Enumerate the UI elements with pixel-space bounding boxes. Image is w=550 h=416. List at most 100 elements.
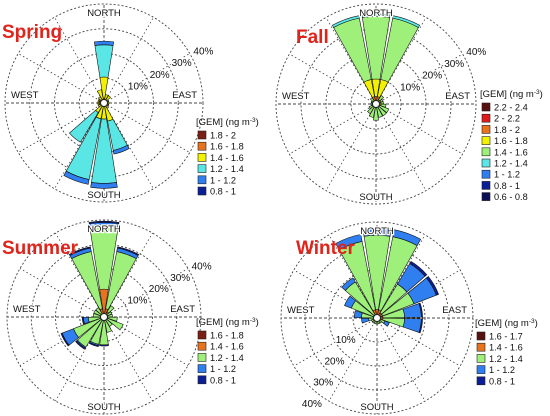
center-hub: [100, 99, 108, 107]
legend-label: 1 - 1.2: [494, 170, 520, 180]
panel-title: Winter: [296, 238, 356, 259]
direction-label-north: NORTH: [87, 224, 121, 235]
grid-spoke: [54, 17, 105, 104]
legend-swatch: [197, 341, 207, 351]
grid-circle: [78, 77, 130, 129]
petal-segment: [380, 101, 384, 105]
legend-label: 0.8 - 1: [210, 375, 236, 385]
direction-label-west: WEST: [287, 305, 315, 316]
radial-tick-label: 20%: [150, 70, 170, 81]
radial-tick-label: 40%: [192, 262, 212, 273]
petal-segment: [402, 318, 422, 333]
petal-segment: [88, 342, 99, 348]
legend-label: 2 - 2.2: [494, 114, 520, 124]
legend-label: 1.2 - 1.4: [494, 159, 528, 169]
legend-unit: [GEM] (ng m-3): [475, 318, 538, 329]
grid-spoke: [375, 103, 427, 191]
legend-unit-close: ): [535, 318, 538, 329]
legend-swatch: [481, 181, 491, 190]
legend-unit-power: -3: [534, 89, 540, 96]
direction-label-north: NORTH: [360, 226, 394, 237]
legend-unit-close: ): [540, 89, 543, 100]
legend-label: 0.8 - 1: [489, 376, 515, 386]
radial-tick-label: 40%: [193, 47, 213, 58]
petal-segment: [60, 332, 70, 347]
radial-tick-label: 30%: [170, 273, 190, 284]
legend-swatch: [197, 175, 207, 185]
petal-segment: [68, 246, 91, 256]
legend-unit: [GEM] (ng m-3): [196, 317, 259, 328]
grid-spoke: [18, 102, 105, 153]
legend-label: 1.6 - 1.8: [210, 142, 244, 152]
legend-swatch: [197, 364, 207, 373]
petal-segment: [81, 317, 85, 325]
radial-tick-label: 10%: [336, 335, 356, 346]
petal-segment: [75, 340, 86, 350]
legend-unit-close: ): [256, 317, 259, 328]
direction-label-north: NORTH: [359, 8, 393, 19]
legend-swatch: [476, 365, 486, 374]
legend: [GEM] (ng m-3) 2.2 - 2.42 - 2.21.8 - 21.6…: [480, 89, 543, 202]
panel-title: Summer: [2, 238, 79, 259]
legend-label: 1.6 - 1.7: [489, 332, 523, 342]
legend-label: 1.8 - 2: [210, 131, 236, 141]
legend-swatch: [481, 158, 491, 168]
legend-swatch: [197, 141, 207, 151]
legend-label: 1.4 - 1.6: [210, 342, 244, 352]
legend-swatch: [481, 136, 491, 145]
legend-unit: [GEM] (ng m-3): [480, 89, 543, 100]
grid-circle: [4, 3, 204, 203]
grid-spoke: [328, 317, 378, 402]
direction-label-west: WEST: [13, 304, 41, 315]
direction-label-south: SOUTH: [87, 402, 120, 413]
radial-tick-label: 30%: [313, 378, 333, 389]
petal-segment: [361, 317, 370, 324]
legend-swatch: [476, 376, 486, 386]
direction-label-east: EAST: [445, 91, 470, 102]
legend-label: 1.2 - 1.4: [210, 164, 244, 174]
legend-swatch: [197, 153, 207, 162]
petal-segment: [418, 318, 423, 334]
petal-segment: [331, 15, 360, 28]
legend-label: 1 - 1.2: [489, 365, 515, 375]
radial-tick-label: 20%: [325, 356, 345, 367]
radial-tick-label: 10%: [127, 296, 147, 307]
petal-segment: [426, 276, 440, 296]
grid-spoke: [103, 316, 153, 402]
direction-label-north: NORTH: [87, 8, 121, 19]
legend-swatch: [197, 186, 207, 196]
legend-label: 1.4 - 1.6: [210, 153, 244, 163]
panel-title: Spring: [2, 22, 62, 43]
petal-segment: [409, 261, 428, 277]
legend-label: 0.8 - 1: [210, 187, 236, 197]
legend-swatch: [481, 102, 491, 112]
legend-swatch: [481, 113, 491, 123]
legend-label: 0.8 - 1: [494, 181, 520, 191]
legend: [GEM] (ng m-3)1.8 - 21.6 - 1.81.4 - 1.61…: [196, 117, 259, 197]
legend-unit-close: ): [256, 117, 259, 128]
grid-spoke: [18, 53, 105, 104]
petal-segment: [99, 344, 109, 347]
legend: [GEM] (ng m-3) 1.6 - 1.81.4 - 1.61.2 - 1.…: [196, 317, 259, 385]
petal-segment: [392, 15, 421, 28]
radial-tick-label: 10%: [128, 81, 148, 92]
direction-label-east: EAST: [170, 304, 195, 315]
legend: [GEM] (ng m-3) 1.6 - 1.71.4 - 1.61.2 - 1.…: [475, 318, 538, 386]
petal-segment: [93, 40, 115, 46]
petal-segment: [117, 246, 140, 256]
windrose-winter: NORTH EAST SOUTH WEST 10% 20% 30% 40% Winter [GEM…: [280, 221, 538, 415]
radial-tick-label: 40%: [302, 399, 322, 410]
legend-swatch: [197, 375, 207, 385]
legend-label: 1.2 - 1.4: [489, 354, 523, 364]
petal-segment: [392, 229, 422, 246]
center-hub: [372, 100, 380, 108]
direction-label-east: EAST: [172, 90, 197, 101]
legend-label: 1.6 - 1.8: [210, 331, 244, 341]
legend-label: 1.6 - 1.8: [494, 136, 528, 146]
petal-segment: [90, 182, 118, 189]
legend-label: 1.4 - 1.6: [494, 147, 528, 157]
legend-label: 1.2 - 1.4: [210, 353, 244, 363]
legend-label: 1 - 1.2: [210, 175, 236, 185]
radial-tick-label: 30%: [172, 58, 192, 69]
